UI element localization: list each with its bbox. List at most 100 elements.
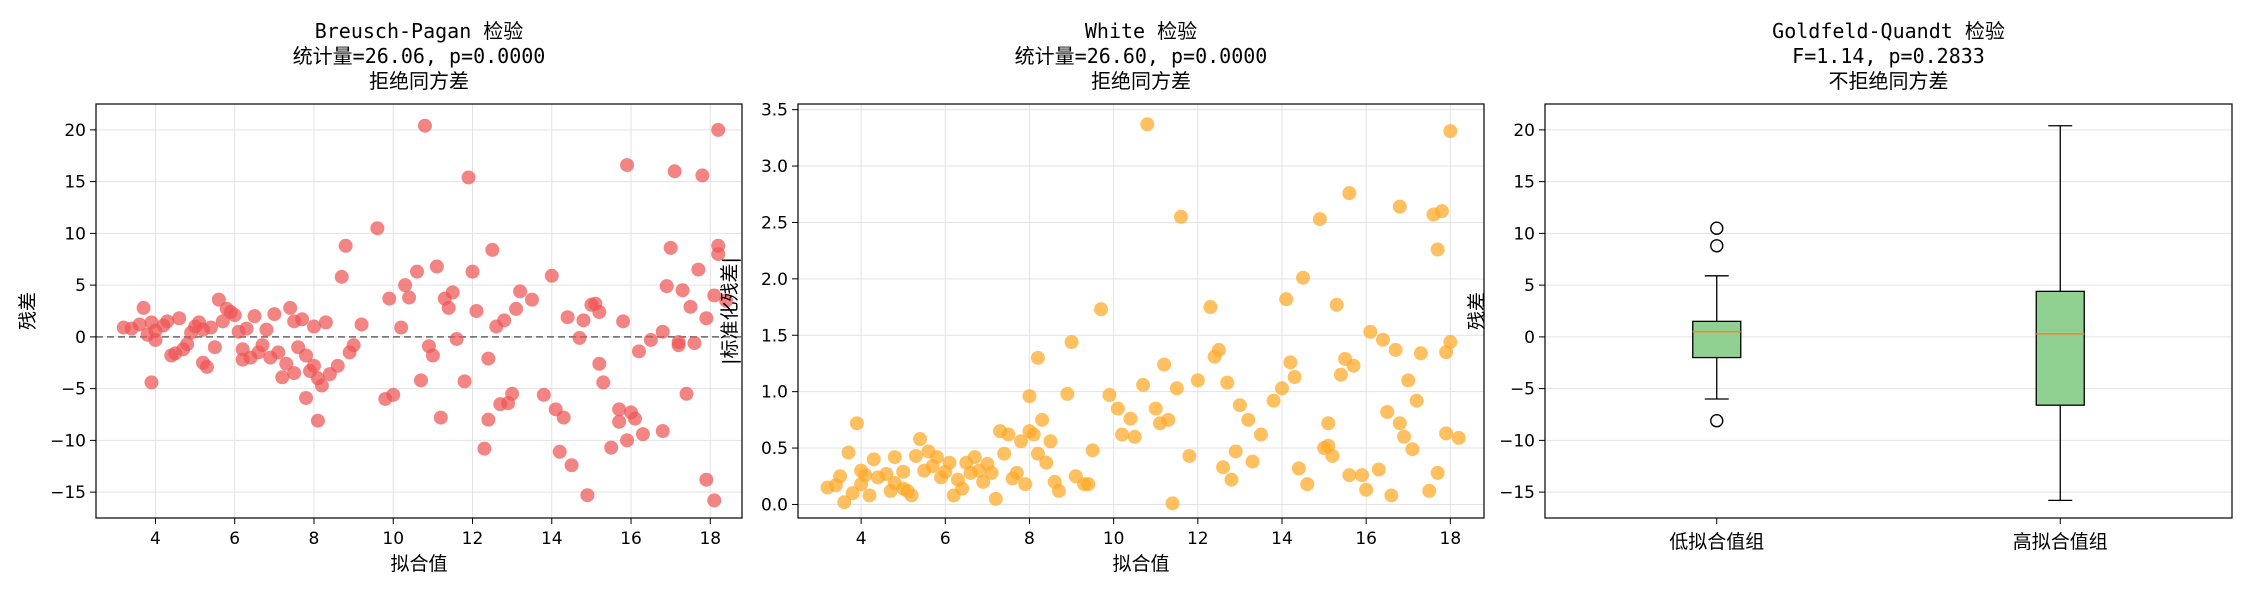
data-point xyxy=(211,292,226,307)
data-point xyxy=(144,375,159,390)
data-point xyxy=(1325,448,1340,463)
data-point xyxy=(449,331,464,346)
y-tick-label: 20 xyxy=(1513,121,1535,141)
y-axis-label: 残差 xyxy=(17,292,39,330)
data-point xyxy=(199,359,214,374)
data-point xyxy=(536,387,551,402)
x-tick-label: 16 xyxy=(1355,529,1377,549)
data-point xyxy=(976,474,991,489)
data-point xyxy=(370,221,385,236)
data-point xyxy=(1140,117,1155,132)
x-tick-label: 4 xyxy=(150,529,161,549)
data-point xyxy=(457,374,472,389)
data-point xyxy=(845,486,860,501)
data-point xyxy=(687,336,702,351)
x-tick-label: 14 xyxy=(1271,529,1293,549)
data-point xyxy=(1300,477,1315,492)
data-point xyxy=(1346,358,1361,373)
data-point xyxy=(699,472,714,487)
data-point xyxy=(1283,355,1298,370)
x-tick-label: 12 xyxy=(462,529,484,549)
x-tick-label: 4 xyxy=(856,529,867,549)
data-point xyxy=(1359,482,1374,497)
data-point xyxy=(1110,401,1125,416)
y-tick-label: 20 xyxy=(64,121,86,141)
data-point xyxy=(1279,292,1294,307)
data-point xyxy=(1064,335,1079,350)
data-point xyxy=(425,348,440,363)
data-point xyxy=(655,424,670,439)
y-tick-label: 2.0 xyxy=(761,270,788,290)
data-point xyxy=(837,495,852,510)
y-tick-label: 5 xyxy=(75,276,86,296)
data-point xyxy=(711,247,726,262)
y-tick-label: 5 xyxy=(1524,276,1535,296)
y-tick-label: 2.5 xyxy=(761,213,788,233)
data-point xyxy=(1422,483,1437,498)
data-point xyxy=(394,320,409,335)
data-point xyxy=(719,293,734,308)
chart-panel-2: 0.0 0.5 1.0 1.5 2.0 2.5 3.0 3.5 4 6 8 10 12 14 16 18 Whi… xyxy=(719,19,1485,575)
y-axis-label: 残差 xyxy=(1466,292,1488,330)
chart-panel-3: −15 −10 −5 0 5 10 15 20 低拟合值组 高拟合值组 Goldfeld-Quand… xyxy=(1466,19,2233,553)
data-point xyxy=(576,313,591,328)
data-point xyxy=(858,468,873,483)
y-tick-label: 0.0 xyxy=(761,495,788,515)
data-point xyxy=(287,366,302,381)
plot-frame xyxy=(1544,103,2233,519)
x-tick-label: 8 xyxy=(1024,529,1035,549)
data-point xyxy=(1291,461,1306,476)
box xyxy=(2035,290,2085,406)
data-point xyxy=(564,458,579,473)
data-point xyxy=(386,387,401,402)
data-point xyxy=(896,464,911,479)
data-point xyxy=(1380,404,1395,419)
y-tick-label: 3.0 xyxy=(761,157,788,177)
data-point xyxy=(967,450,982,465)
data-point xyxy=(1115,427,1130,442)
outlier-point xyxy=(1710,239,1724,253)
data-point xyxy=(1388,342,1403,357)
data-point xyxy=(354,317,369,332)
data-point xyxy=(849,416,864,431)
data-point xyxy=(1413,346,1428,361)
data-point xyxy=(318,315,333,330)
data-point xyxy=(572,330,587,345)
data-point xyxy=(841,445,856,460)
chart-title-line: 拒绝同方差 xyxy=(369,69,469,93)
x-tick-label: 16 xyxy=(620,529,642,549)
data-point xyxy=(330,358,345,373)
y-tick-label: −10 xyxy=(50,431,86,451)
data-point xyxy=(497,313,512,328)
data-point xyxy=(1342,186,1357,201)
x-tick-label: 18 xyxy=(699,529,721,549)
data-point xyxy=(663,240,678,255)
data-point xyxy=(1354,468,1369,483)
box xyxy=(1692,320,1742,359)
data-point xyxy=(505,386,520,401)
data-point xyxy=(631,344,646,359)
y-tick-label: 0 xyxy=(75,328,86,348)
data-point xyxy=(1434,204,1449,219)
data-point xyxy=(1392,416,1407,431)
data-point xyxy=(338,238,353,253)
data-point xyxy=(306,358,321,373)
y-tick-label: 15 xyxy=(1513,173,1535,193)
data-point xyxy=(620,158,635,173)
data-point xyxy=(612,414,627,429)
data-point xyxy=(413,373,428,388)
x-tick-label: 8 xyxy=(309,529,320,549)
data-point xyxy=(887,450,902,465)
plot-frame xyxy=(797,103,1485,519)
data-point xyxy=(1245,454,1260,469)
data-point xyxy=(1085,443,1100,458)
data-point xyxy=(346,338,361,353)
chart-title-line: F=1.14, p=0.2833 xyxy=(1792,44,1985,68)
data-point xyxy=(1081,477,1096,492)
data-point xyxy=(997,446,1012,461)
data-point xyxy=(1051,483,1066,498)
data-point xyxy=(1232,398,1247,413)
data-point xyxy=(433,410,448,425)
data-point xyxy=(299,390,314,405)
data-point xyxy=(1203,300,1218,315)
